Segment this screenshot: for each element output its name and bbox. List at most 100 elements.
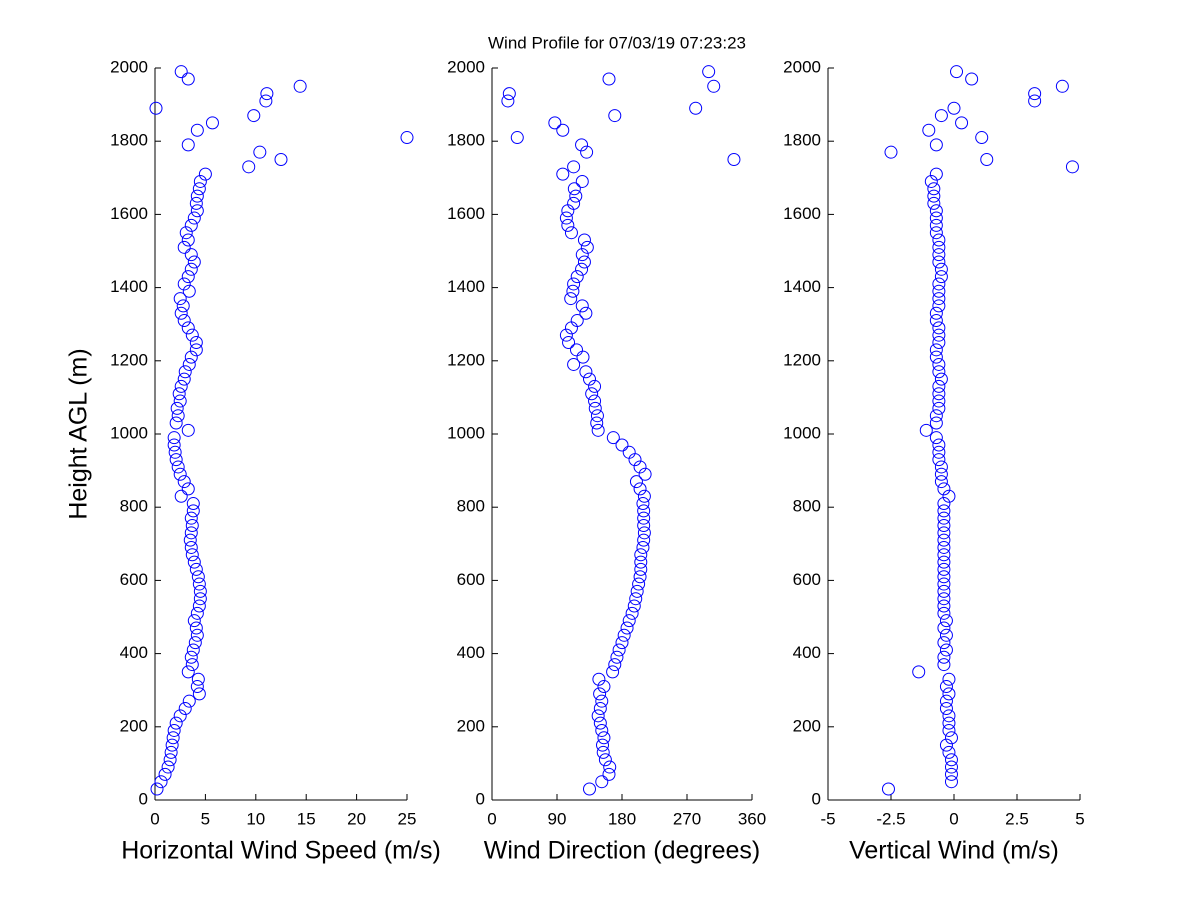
scatter-point bbox=[937, 482, 951, 496]
y-tick-label: 200 bbox=[793, 716, 821, 735]
scatter-point bbox=[185, 328, 199, 342]
scatter-point bbox=[187, 211, 201, 225]
scatter-point bbox=[595, 694, 609, 708]
scatter-point bbox=[242, 160, 256, 174]
scatter-point bbox=[168, 445, 182, 459]
scatter-point bbox=[598, 753, 612, 767]
scatter-point bbox=[181, 482, 195, 496]
scatter-point bbox=[934, 270, 948, 284]
scatter-point bbox=[187, 614, 201, 628]
scatter-point bbox=[161, 760, 175, 774]
scatter-point bbox=[260, 87, 274, 101]
scatter-point bbox=[934, 460, 948, 474]
scatter-point bbox=[556, 123, 570, 137]
scatter-point bbox=[247, 109, 261, 123]
scatter-point bbox=[179, 226, 193, 240]
scatter-point bbox=[937, 650, 951, 664]
scatter-point bbox=[934, 262, 948, 276]
scatter-point bbox=[186, 643, 200, 657]
scatter-point bbox=[171, 409, 185, 423]
scatter-point bbox=[937, 592, 951, 606]
y-tick-label: 0 bbox=[812, 789, 821, 808]
scatter-point bbox=[576, 350, 590, 364]
scatter-point bbox=[937, 621, 951, 635]
scatter-point bbox=[634, 548, 648, 562]
scatter-point bbox=[932, 328, 946, 342]
scatter-point bbox=[608, 109, 622, 123]
scatter-point bbox=[927, 189, 941, 203]
scatter-point bbox=[253, 145, 267, 159]
y-tick-label: 200 bbox=[120, 716, 148, 735]
scatter-point bbox=[929, 167, 943, 181]
scatter-point bbox=[501, 94, 515, 108]
scatter-point bbox=[944, 731, 958, 745]
scatter-point bbox=[167, 431, 181, 445]
scatter-point bbox=[934, 467, 948, 481]
scatter-point bbox=[178, 365, 192, 379]
scatter-point bbox=[625, 606, 639, 620]
scatter-point bbox=[570, 314, 584, 328]
scatter-point bbox=[182, 357, 196, 371]
scatter-point bbox=[633, 570, 647, 584]
scatter-point bbox=[192, 182, 206, 196]
scatter-point bbox=[167, 723, 181, 737]
scatter-point bbox=[942, 723, 956, 737]
y-tick-label: 1400 bbox=[110, 277, 148, 296]
scatter-point bbox=[158, 767, 172, 781]
scatter-point bbox=[937, 570, 951, 584]
scatter-point bbox=[188, 636, 202, 650]
scatter-point bbox=[187, 255, 201, 269]
scatter-point bbox=[566, 284, 580, 298]
scatter-point bbox=[932, 255, 946, 269]
scatter-point bbox=[502, 87, 516, 101]
scatter-point bbox=[634, 555, 648, 569]
scatter-point bbox=[588, 401, 602, 415]
scatter-point bbox=[947, 101, 961, 115]
scatter-point bbox=[590, 416, 604, 430]
scatter-point bbox=[166, 731, 180, 745]
scatter-point bbox=[942, 709, 956, 723]
scatter-point bbox=[169, 716, 183, 730]
y-tick-label: 600 bbox=[793, 570, 821, 589]
scatter-point bbox=[937, 526, 951, 540]
scatter-point bbox=[189, 196, 203, 210]
x-tick-label: 2.5 bbox=[1005, 809, 1029, 828]
scatter-point bbox=[191, 570, 205, 584]
scatter-point bbox=[1028, 94, 1042, 108]
scatter-point bbox=[186, 497, 200, 511]
scatter-point bbox=[922, 123, 936, 137]
scatter-point bbox=[622, 614, 636, 628]
y-tick-label: 200 bbox=[457, 716, 485, 735]
scatter-point bbox=[575, 299, 589, 313]
scatter-point bbox=[274, 153, 288, 166]
scatter-point bbox=[606, 665, 620, 679]
y-tick-label: 1600 bbox=[447, 204, 485, 223]
y-tick-label: 0 bbox=[476, 789, 485, 808]
scatter-point bbox=[169, 453, 183, 467]
scatter-point bbox=[187, 555, 201, 569]
scatter-point bbox=[570, 270, 584, 284]
scatter-point bbox=[293, 79, 307, 93]
scatter-point bbox=[929, 218, 943, 232]
y-tick-label: 1000 bbox=[447, 423, 485, 442]
scatter-point bbox=[633, 482, 647, 496]
scatter-point bbox=[937, 636, 951, 650]
scatter-point bbox=[929, 431, 943, 445]
scatter-point bbox=[593, 716, 607, 730]
scatter-point bbox=[602, 72, 616, 86]
scatter-point bbox=[591, 423, 605, 437]
scatter-point bbox=[178, 702, 192, 715]
scatter-point bbox=[932, 365, 946, 379]
scatter-point bbox=[634, 562, 648, 576]
scatter-point bbox=[924, 174, 938, 188]
scatter-point bbox=[559, 328, 573, 342]
scatter-point bbox=[181, 233, 195, 247]
y-tick-label: 1000 bbox=[110, 423, 148, 442]
scatter-point bbox=[590, 409, 604, 423]
scatter-point bbox=[149, 101, 163, 115]
x-tick-label: 180 bbox=[608, 809, 636, 828]
scatter-point bbox=[929, 306, 943, 320]
scatter-point bbox=[932, 233, 946, 247]
scatter-point bbox=[615, 636, 629, 650]
